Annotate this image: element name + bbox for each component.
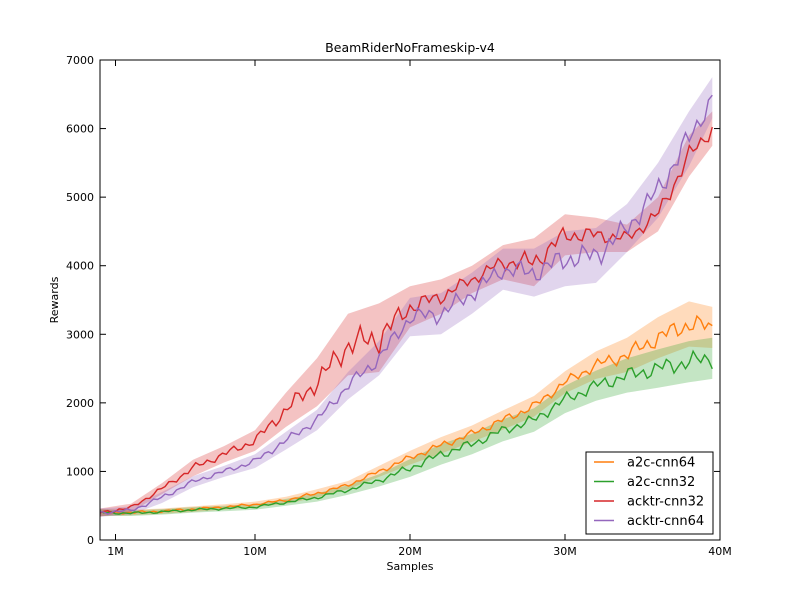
chart-title: BeamRiderNoFrameskip-v4 [325,40,495,55]
band-a2c-cnn64 [100,301,713,516]
y-tick-label: 6000 [66,123,94,136]
band-a2c-cnn32 [100,337,713,516]
legend-label-a2c-cnn32: a2c-cnn32 [627,475,695,490]
y-tick-label: 7000 [66,54,94,67]
x-tick-label: 20M [398,545,422,558]
legend-label-acktr-cnn64: acktr-cnn64 [627,514,704,529]
line-a2c-cnn64 [99,314,713,515]
band-acktr-cnn32 [100,111,713,517]
x-tick-label: 30M [553,545,577,558]
line-a2c-cnn32 [99,349,713,515]
legend-label-acktr-cnn32: acktr-cnn32 [627,495,704,510]
y-tick-label: 4000 [66,260,94,273]
line-acktr-cnn32 [99,126,713,514]
x-tick-label: 40M [708,545,732,558]
x-tick-label: 10M [243,545,267,558]
confidence-bands [100,77,713,517]
y-axis-ticks: 0 1000 2000 3000 4000 5000 6000 7000 [66,54,720,547]
y-tick-label: 2000 [66,397,94,410]
y-tick-label: 3000 [66,328,94,341]
line-acktr-cnn64 [99,94,713,515]
x-axis-label: Samples [387,560,434,573]
legend-label-a2c-cnn64: a2c-cnn64 [627,456,695,471]
y-tick-label: 5000 [66,191,94,204]
y-axis-label: Rewards [48,276,61,323]
y-tick-label: 0 [87,534,94,547]
x-tick-label: 1M [107,545,124,558]
legend: a2c-cnn64 a2c-cnn32 acktr-cnn32 acktr-cnn64 [585,451,714,535]
x-axis-ticks: 1M 10M 20M 30M 40M [107,60,732,558]
y-tick-label: 1000 [66,465,94,478]
series-lines [99,94,713,515]
